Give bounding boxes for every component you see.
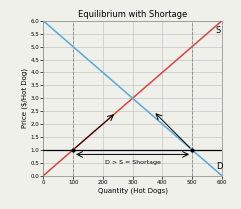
X-axis label: Quantity (Hot Dogs): Quantity (Hot Dogs)	[98, 187, 167, 194]
Text: D > S = Shortage: D > S = Shortage	[105, 160, 161, 165]
Title: Equilibrium with Shortage: Equilibrium with Shortage	[78, 10, 187, 19]
Y-axis label: Price ($/Hot Dog): Price ($/Hot Dog)	[21, 68, 28, 128]
Text: D: D	[216, 162, 222, 171]
Text: S: S	[216, 25, 221, 34]
